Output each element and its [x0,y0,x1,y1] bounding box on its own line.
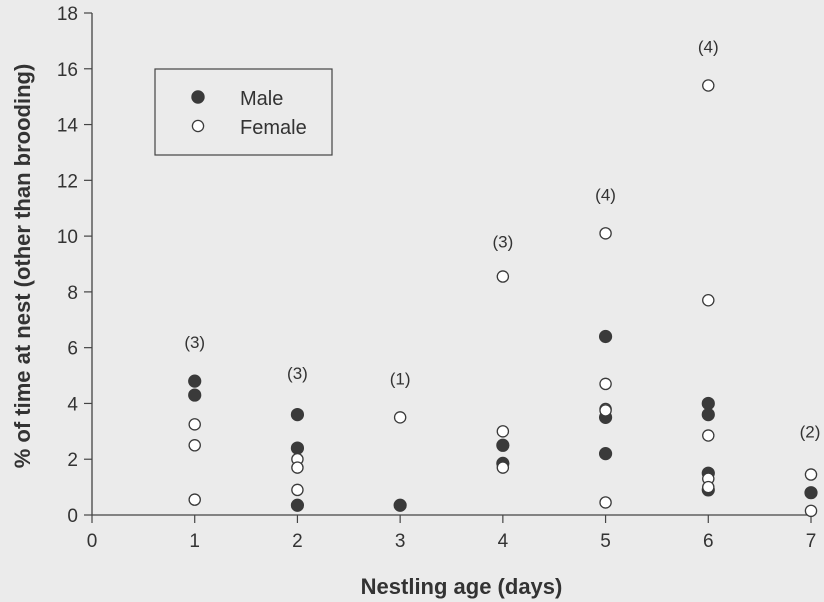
x-tick-label: 4 [498,531,509,552]
sample-size-label: (2) [800,422,821,441]
legend-box [154,68,333,156]
legend-male-marker [191,90,205,104]
female-point [496,425,510,438]
y-tick-label: 10 [57,227,78,248]
y-tick-label: 16 [57,60,78,81]
female-point [496,270,510,283]
sample-size-label: (3) [184,333,205,352]
x-tick-label: 1 [189,531,200,552]
male-point [598,447,613,461]
female-point [599,377,612,391]
legend-female-marker [191,119,205,133]
x-axis-title: Nestling age (days) [361,574,563,599]
y-tick-label: 2 [67,450,78,471]
male-point [188,374,202,388]
y-tick-label: 4 [67,394,78,415]
male-point [496,438,510,452]
male-point [290,498,305,512]
sample-size-label: (3) [287,364,308,383]
y-tick-label: 8 [67,283,78,304]
female-point [188,493,201,506]
female-point [702,294,715,307]
y-tick-label: 18 [57,4,78,25]
female-point [188,418,201,431]
sample-size-label: (4) [698,37,719,56]
female-point [702,480,715,494]
legend: Male Female [154,68,333,156]
female-point [496,461,510,474]
male-point [188,388,202,402]
y-tick-label: 0 [67,506,78,527]
male-point [598,329,613,344]
x-ticks: 0 1 2 3 4 5 6 7 [87,515,817,552]
male-point [804,486,818,500]
female-point [291,483,304,497]
legend-female-label: Female [240,117,307,139]
female-point [291,461,304,474]
y-tick-label: 14 [57,116,79,137]
x-tick-label: 6 [703,531,714,552]
female-point [599,496,612,509]
female-point [804,504,818,518]
y-ticks: 0 2 4 6 8 10 12 14 16 18 [57,4,92,527]
female-point [393,411,407,424]
male-point [701,396,715,411]
sample-size-label: (3) [492,233,513,252]
female-point [599,404,612,417]
male-point [290,407,305,422]
legend-male-label: Male [240,88,283,110]
y-axis-title: % of time at nest (other than brooding) [10,64,35,469]
male-point [393,498,407,512]
sample-size-label: (4) [595,185,616,204]
x-tick-label: 7 [806,531,817,552]
x-tick-label: 0 [87,531,98,552]
data-points [188,79,818,518]
female-point [702,79,715,92]
male-point [290,441,305,455]
female-point [599,227,612,240]
female-point [804,468,818,481]
female-point [188,439,201,452]
x-tick-label: 2 [292,531,303,552]
annotations: (3) (3) (1) (3) (4) (4) (2) [184,37,820,441]
female-point [702,429,715,442]
axes [91,13,811,516]
y-tick-label: 6 [67,339,78,360]
sample-size-label: (1) [390,369,411,388]
y-tick-label: 12 [57,171,78,192]
x-tick-label: 3 [395,531,406,552]
x-tick-label: 5 [600,531,611,552]
male-point [701,407,715,422]
